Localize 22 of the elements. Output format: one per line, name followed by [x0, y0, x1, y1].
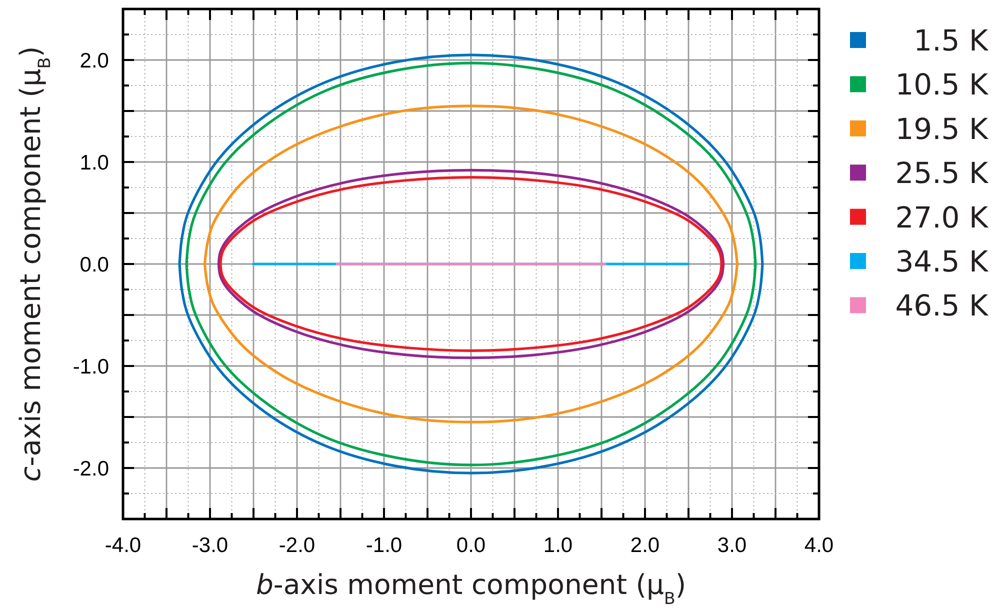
- x-tick-label: 3.0: [717, 534, 747, 557]
- x-axis-title: b-axis moment component (μ$_{B}$): [256, 569, 686, 608]
- legend-label: 46.5 K: [895, 288, 989, 323]
- x-tick-label: 4.0: [804, 534, 834, 557]
- y-tick-label: 2.0: [80, 50, 109, 72]
- x-tick-label: 2.0: [630, 534, 660, 557]
- y-tick-label: 0.0: [80, 254, 109, 276]
- y-tick-label: -1.0: [72, 356, 109, 378]
- x-tick-label: 1.0: [543, 534, 573, 557]
- y-tick-label: 1.0: [80, 152, 109, 174]
- y-tick-label: -2.0: [72, 458, 109, 480]
- legend-label: 1.5 K: [914, 24, 989, 58]
- legend-label: 27.0 K: [895, 200, 989, 234]
- x-tick-label: 0.0: [456, 534, 486, 557]
- legend-label: 25.5 K: [895, 156, 989, 190]
- x-tick-label: -2.0: [278, 534, 316, 557]
- x-tick-label: -3.0: [192, 534, 228, 557]
- legend-label: 34.5 K: [895, 244, 989, 278]
- legend-label: 19.5 K: [895, 112, 989, 146]
- x-tick-label: -4.0: [104, 534, 142, 557]
- legend-label: 10.5 K: [895, 68, 989, 102]
- x-tick-label: -1.0: [366, 534, 402, 557]
